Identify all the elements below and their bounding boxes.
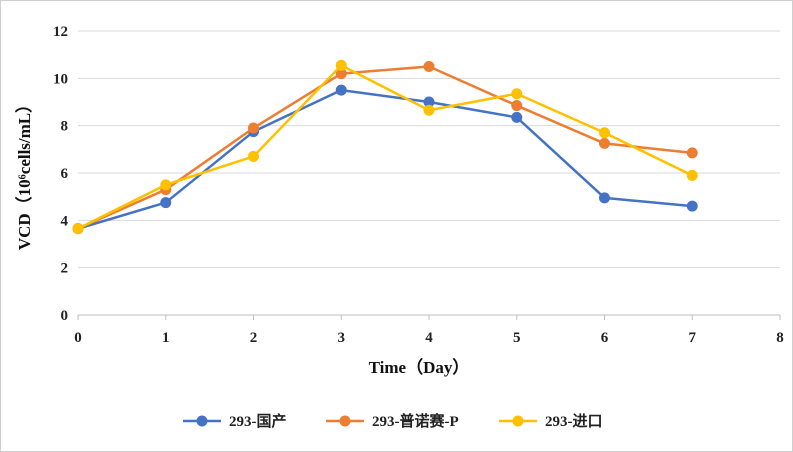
x-tick-label: 6 [601, 330, 609, 346]
x-tick-label: 3 [338, 330, 346, 346]
data-point [248, 150, 259, 162]
data-point [335, 68, 347, 80]
x-tick-label: 1 [162, 330, 170, 346]
x-tick-label: 4 [425, 330, 433, 346]
data-point [599, 137, 610, 149]
legend-marker [512, 415, 524, 427]
data-point [160, 197, 172, 209]
series-lines [72, 59, 698, 235]
data-point [248, 122, 259, 134]
legend-label: 293-进口 [545, 413, 603, 430]
y-tick-label: 10 [53, 71, 68, 87]
y-tick-label: 6 [61, 166, 69, 182]
legend-marker [196, 415, 208, 427]
legend-marker [339, 415, 351, 427]
data-point [686, 200, 698, 212]
x-tick-label: 5 [513, 330, 521, 346]
x-tick-label: 0 [74, 330, 82, 346]
x-tick-label: 7 [689, 330, 697, 346]
data-point [423, 96, 435, 108]
gridlines [78, 30, 780, 269]
data-point [511, 100, 523, 112]
x-tick-label: 2 [250, 330, 258, 346]
y-tick-label: 2 [61, 261, 69, 277]
x-tick-labels: 0 1 2 3 4 5 6 7 8 [74, 330, 784, 346]
y-axis-title: VCD（10⁶cells/mL） [14, 96, 34, 250]
data-point [160, 179, 172, 191]
y-tick-label: 8 [61, 119, 69, 135]
y-tick-label: 12 [53, 24, 68, 40]
data-point [72, 223, 84, 235]
data-point [599, 192, 610, 204]
x-axis-title: Time（Day） [369, 357, 470, 377]
data-point [511, 111, 523, 123]
y-tick-label: 0 [61, 308, 69, 324]
data-point [686, 169, 698, 181]
legend-label: 293-普诺赛-P [372, 412, 459, 430]
data-point [511, 88, 523, 100]
data-point [335, 59, 347, 71]
axes [77, 314, 781, 320]
y-tick-label: 4 [61, 213, 69, 229]
data-point [599, 127, 610, 139]
data-point [335, 84, 347, 96]
legend-label: 293-国产 [229, 412, 287, 430]
data-point [423, 104, 435, 116]
series-line-3 [77, 64, 693, 230]
series-line-1 [77, 88, 693, 230]
y-tick-labels: 0 2 4 6 8 10 12 [53, 24, 69, 324]
x-tick-label: 8 [776, 330, 784, 346]
legend: 293-国产 293-普诺赛-P 293-进口 [183, 412, 603, 430]
data-point [686, 147, 698, 159]
data-point [423, 61, 435, 72]
